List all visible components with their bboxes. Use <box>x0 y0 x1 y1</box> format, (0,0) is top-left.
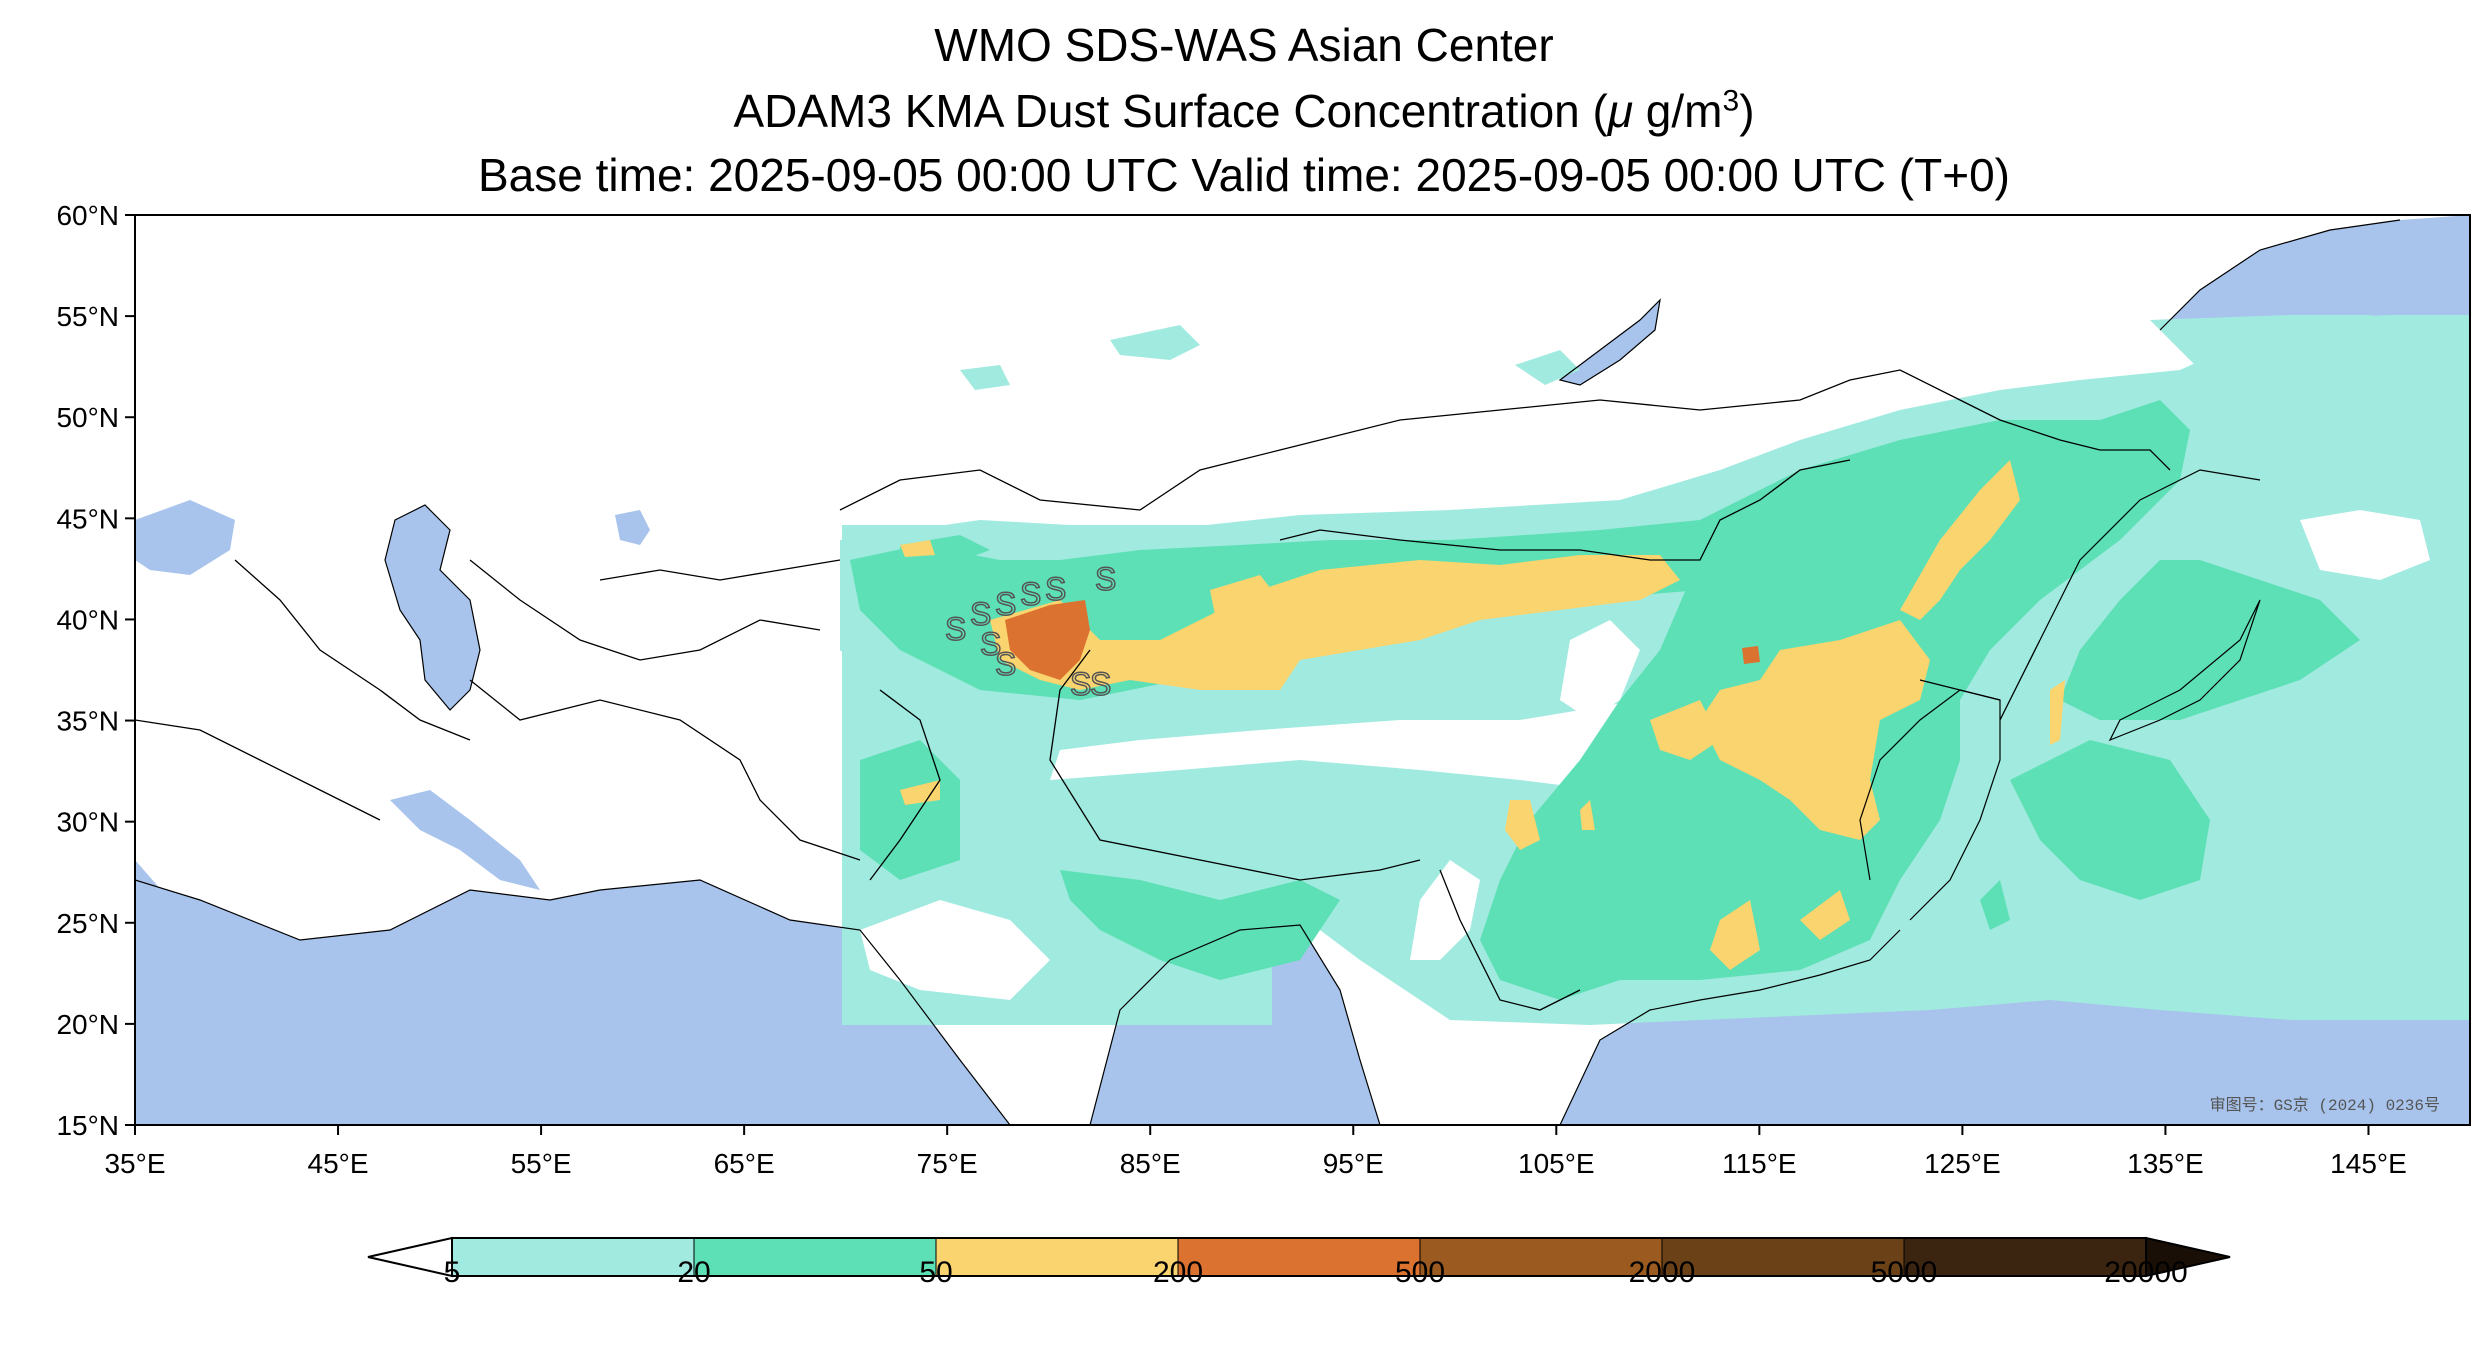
colorbar-tick-label: 2000 <box>1628 1256 1696 1289</box>
lon-tick-label: 75°E <box>917 1148 978 1179</box>
time-info: Base time: 2025-09-05 00:00 UTC Valid ti… <box>478 149 2010 201</box>
lon-tick-label: 135°E <box>2127 1148 2204 1179</box>
colorbar-tick-label: 500 <box>1394 1256 1446 1289</box>
lat-tick-label: 60°N <box>56 200 119 231</box>
map-content: S S S S S S S S S S 审图号：GS京 (2024) 0236号 <box>135 215 2470 1125</box>
colorbar-tick-label: 50 <box>919 1256 953 1289</box>
storm-marker: S <box>1095 561 1116 597</box>
colorbar-segment <box>1903 1237 2147 1277</box>
lat-tick-label: 20°N <box>56 1009 119 1040</box>
colorbar-tick-label: 20 <box>677 1256 711 1289</box>
storm-marker: S <box>945 611 966 647</box>
colorbar-tick-label: 20000 <box>2104 1256 2188 1289</box>
map-watermark: 审图号：GS京 (2024) 0236号 <box>2210 1096 2440 1115</box>
lat-tick-label: 50°N <box>56 402 119 433</box>
arabian-sea <box>135 880 1010 1125</box>
dust-level-200-500 <box>1005 600 1760 680</box>
lon-tick-label: 105°E <box>1518 1148 1595 1179</box>
colorbar-segment <box>1177 1237 1421 1277</box>
storm-markers: S S S S S S S S S S <box>944 560 1117 703</box>
lat-tick-label: 15°N <box>56 1110 119 1141</box>
longitude-axis: 35°E 45°E 55°E 65°E 75°E 85°E 95°E 105°E 115°E 12… <box>104 1125 2407 1179</box>
colorbar-segment <box>693 1237 937 1277</box>
persian-gulf <box>390 790 540 890</box>
colorbar-tick-label: 200 <box>1152 1256 1204 1289</box>
lat-tick-label: 45°N <box>56 503 119 534</box>
latitude-axis: 60°N 55°N 50°N 45°N 40°N 35°N 30°N 25°N 20°N 15°N <box>56 200 135 1141</box>
coastlines <box>135 219 2401 1125</box>
colorbar-segment <box>1419 1237 1663 1277</box>
colorbar-low-extend <box>367 1236 453 1278</box>
lon-tick-label: 85°E <box>1120 1148 1181 1179</box>
lat-tick-label: 35°N <box>56 706 119 737</box>
storm-marker: S <box>1070 666 1091 702</box>
aral-sea <box>615 510 650 545</box>
lon-tick-label: 55°E <box>511 1148 572 1179</box>
red-sea <box>135 860 290 1110</box>
colorbar-segment <box>451 1237 695 1277</box>
lon-tick-label: 35°E <box>104 1148 165 1179</box>
lat-tick-label: 55°N <box>56 301 119 332</box>
colorbar-tick-label: 5 <box>443 1256 461 1289</box>
storm-marker: S <box>995 646 1016 682</box>
colorbar-tick-label: 5000 <box>1870 1256 1938 1289</box>
storm-marker: S <box>1020 576 1041 612</box>
storm-marker: S <box>980 626 1001 662</box>
lat-tick-label: 25°N <box>56 908 119 939</box>
dust-level-50-200 <box>900 460 2065 970</box>
lon-tick-label: 95°E <box>1323 1148 1384 1179</box>
lat-tick-label: 40°N <box>56 604 119 635</box>
storm-marker: S <box>1045 571 1066 607</box>
lon-tick-label: 45°E <box>308 1148 369 1179</box>
chart-subtitle: ADAM3 KMA Dust Surface Concentration (μ … <box>733 84 1755 137</box>
map-frame <box>134 214 2471 1126</box>
caspian-sea <box>385 505 480 710</box>
colorbar-frame <box>451 1237 2147 1277</box>
storm-marker: S <box>1090 666 1111 702</box>
lon-tick-label: 115°E <box>1722 1148 1797 1179</box>
colorbar-segment <box>1661 1237 1905 1277</box>
black-sea <box>135 500 235 575</box>
lon-tick-label: 65°E <box>714 1148 775 1179</box>
lon-tick-label: 125°E <box>1924 1148 2001 1179</box>
country-borders <box>135 369 2171 1011</box>
colorbar <box>367 1236 2231 1278</box>
storm-marker: S <box>995 586 1016 622</box>
colorbar-segment <box>935 1237 1179 1277</box>
storm-marker: S <box>970 596 991 632</box>
lon-tick-label: 145°E <box>2330 1148 2407 1179</box>
lat-tick-label: 30°N <box>56 807 119 838</box>
chart-title: WMO SDS-WAS Asian Center <box>934 19 1554 71</box>
